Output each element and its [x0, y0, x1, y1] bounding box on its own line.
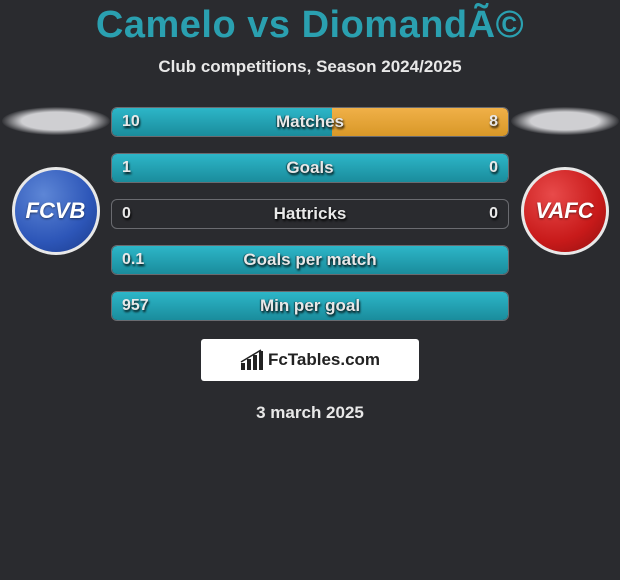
stat-bar: 957 Min per goal — [111, 291, 509, 321]
stat-value-left: 957 — [122, 297, 149, 315]
team-badge-right: VAFC — [515, 167, 615, 255]
stat-bar: 0.1 Goals per match — [111, 245, 509, 275]
stat-value-left: 0.1 — [122, 251, 144, 269]
stat-label: Goals — [286, 158, 333, 178]
stat-value-left: 10 — [122, 113, 140, 131]
stats-bars: 10 Matches 8 1 Goals 0 0 Hattricks 0 0.1 Goals per… — [111, 107, 509, 321]
main-row: FCVB 10 Matches 8 1 Goals 0 0 Hattricks 0 0.1 Goal… — [0, 107, 620, 321]
stat-label: Goals per match — [243, 250, 376, 270]
stat-value-left: 0 — [122, 205, 131, 223]
source-logo: FcTables.com — [201, 339, 419, 381]
bar-chart-icon — [240, 349, 264, 371]
left-player-col: FCVB — [0, 107, 111, 255]
stat-bar: 0 Hattricks 0 — [111, 199, 509, 229]
stat-label: Matches — [276, 112, 344, 132]
team-badge-left: FCVB — [6, 167, 106, 255]
stat-bar-fill-right — [332, 108, 508, 136]
stat-label: Hattricks — [274, 204, 347, 224]
team-badge-right-text: VAFC — [535, 198, 593, 224]
right-player-col: VAFC — [509, 107, 620, 255]
stat-label: Min per goal — [260, 296, 360, 316]
team-badge-left-circle: FCVB — [12, 167, 100, 255]
stat-value-left: 1 — [122, 159, 131, 177]
stat-bar: 1 Goals 0 — [111, 153, 509, 183]
player-shadow-left — [2, 107, 110, 135]
stat-value-right: 0 — [489, 159, 498, 177]
stat-value-right: 0 — [489, 205, 498, 223]
stat-bar: 10 Matches 8 — [111, 107, 509, 137]
player-shadow-right — [511, 107, 619, 135]
date-line: 3 march 2025 — [0, 403, 620, 423]
stat-value-right: 8 — [489, 113, 498, 131]
comparison-card: Camelo vs DiomandÃ© Club competitions, S… — [0, 0, 620, 423]
source-logo-text: FcTables.com — [268, 350, 380, 370]
page-title: Camelo vs DiomandÃ© — [0, 4, 620, 47]
team-badge-right-circle: VAFC — [521, 167, 609, 255]
subtitle: Club competitions, Season 2024/2025 — [0, 57, 620, 77]
team-badge-left-text: FCVB — [26, 198, 86, 224]
